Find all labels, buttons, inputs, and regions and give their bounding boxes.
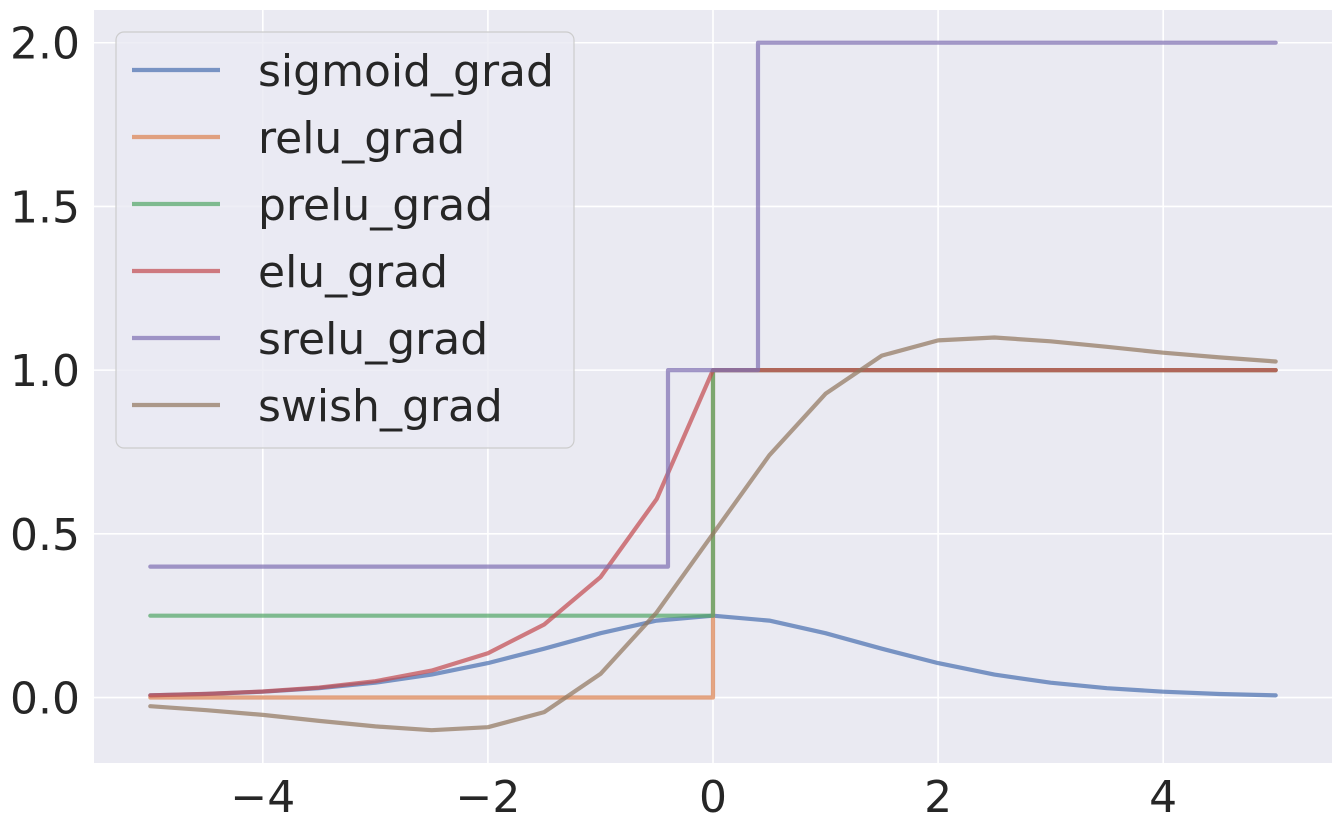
legend-label: prelu_grad — [258, 180, 493, 231]
legend: sigmoid_grad relu_grad prelu_grad elu_grads… — [115, 31, 575, 449]
legend-box — [115, 31, 575, 449]
series-line-srelu-grad — [148, 40, 1278, 569]
legend-label: sigmoid_grad — [258, 46, 554, 97]
legend-label: relu_grad — [258, 113, 465, 164]
y-tick-label: 2.0 — [10, 19, 80, 70]
series-lines — [148, 40, 1278, 733]
y-axis-tick-labels: 0.0 0.5 1.0 1.5 2.0 — [10, 19, 80, 725]
y-tick-label: 1.0 — [10, 346, 80, 397]
y-tick-label: 0.5 — [10, 510, 80, 561]
series-line-swish-grad — [148, 335, 1278, 733]
x-tick-label: 4 — [1149, 772, 1177, 823]
legend-label: swish_grad — [258, 381, 503, 432]
x-tick-label: 0 — [699, 772, 727, 823]
x-tick-label: −4 — [230, 772, 295, 823]
legend-label: srelu_grad — [258, 314, 488, 365]
y-tick-label: 0.0 — [10, 674, 80, 725]
x-axis-tick-labels: −4 −2 0 2 4 — [230, 772, 1177, 823]
x-tick-label: −2 — [455, 772, 520, 823]
y-tick-label: 1.5 — [10, 182, 80, 233]
x-tick-label: 2 — [924, 772, 952, 823]
legend-label: elu_grad — [258, 247, 448, 298]
